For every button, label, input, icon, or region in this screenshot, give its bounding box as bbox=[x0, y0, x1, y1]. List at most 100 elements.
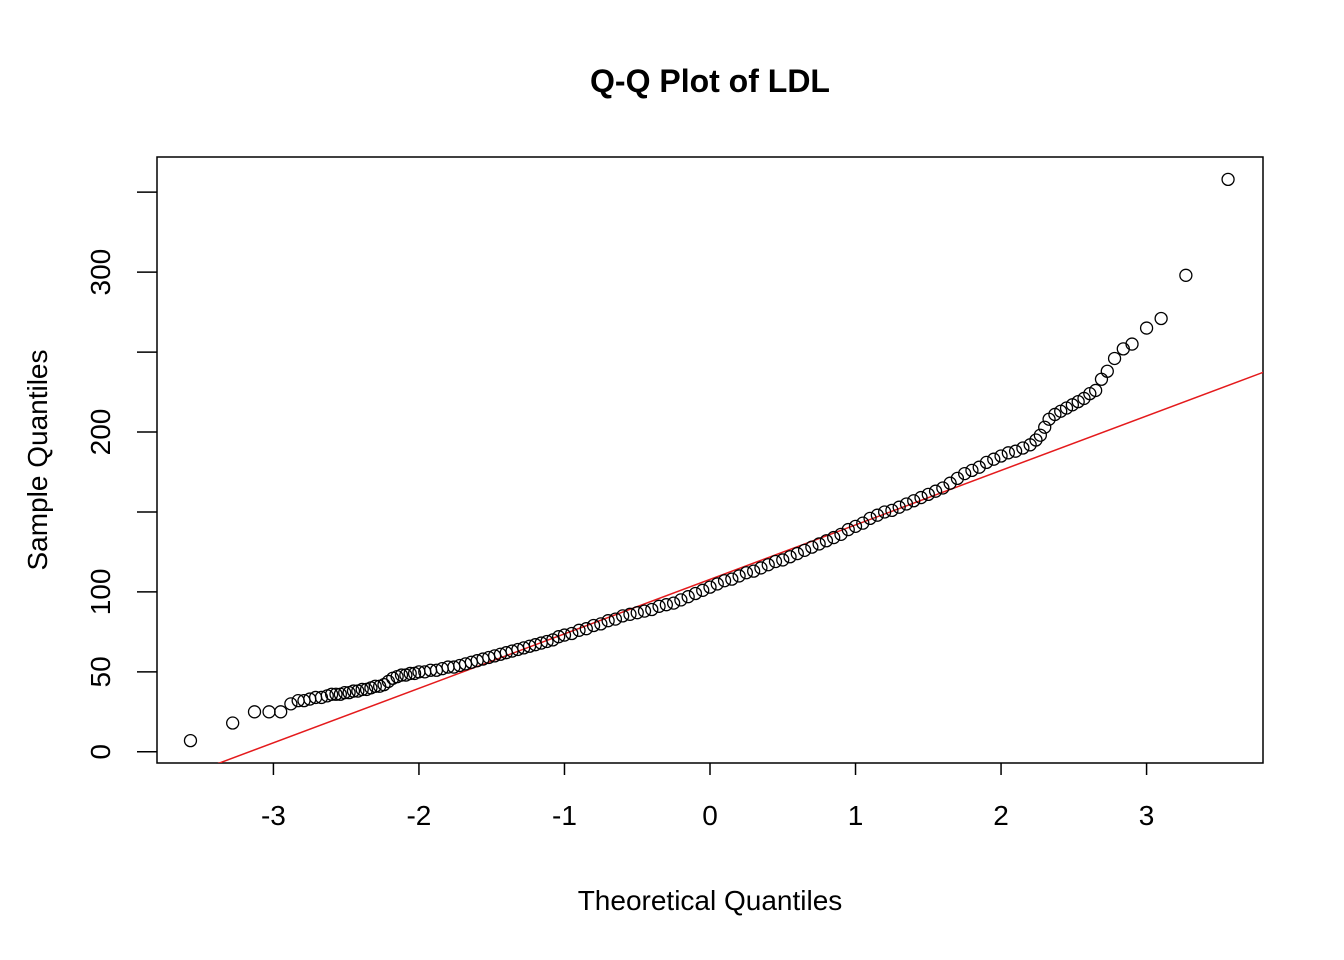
y-tick-label: 0 bbox=[85, 744, 116, 760]
data-point bbox=[943, 476, 957, 490]
data-point bbox=[284, 697, 298, 711]
x-tick-label: -2 bbox=[406, 800, 431, 831]
data-point bbox=[1016, 441, 1030, 455]
data-point bbox=[608, 612, 623, 626]
data-point bbox=[841, 522, 855, 537]
data-point bbox=[856, 516, 870, 530]
data-point bbox=[907, 494, 921, 508]
data-point bbox=[688, 586, 703, 601]
data-point bbox=[616, 609, 630, 623]
data-point bbox=[601, 614, 615, 628]
data-point bbox=[637, 604, 652, 618]
data-point bbox=[586, 618, 601, 633]
data-point bbox=[848, 519, 863, 534]
chart-title: Q-Q Plot of LDL bbox=[590, 63, 830, 99]
reference-line-group bbox=[217, 371, 1263, 763]
data-point bbox=[346, 684, 361, 698]
data-point bbox=[754, 561, 768, 575]
data-point bbox=[329, 687, 343, 701]
data-point bbox=[834, 527, 848, 542]
data-point bbox=[183, 733, 198, 748]
x-axis-label: Theoretical Quantiles bbox=[578, 885, 843, 916]
data-point bbox=[1088, 383, 1103, 398]
data-point bbox=[725, 572, 739, 586]
x-axis: -3 -2 -1 0 1 2 3 bbox=[261, 763, 1154, 831]
data-point bbox=[1107, 351, 1122, 366]
data-point bbox=[355, 682, 369, 697]
x-tick-label: 1 bbox=[848, 800, 864, 831]
y-tick-label: 50 bbox=[85, 656, 116, 687]
data-point bbox=[717, 574, 732, 588]
data-point bbox=[739, 566, 754, 580]
data-point bbox=[958, 466, 972, 481]
data-point bbox=[1179, 268, 1193, 282]
data-point bbox=[899, 497, 914, 511]
y-axis-label: Sample Quantiles bbox=[22, 349, 53, 570]
data-point bbox=[914, 490, 928, 505]
data-point bbox=[768, 554, 783, 569]
qq-reference-line bbox=[217, 371, 1263, 763]
data-point bbox=[696, 583, 710, 597]
data-point bbox=[579, 622, 593, 636]
data-point bbox=[776, 553, 790, 567]
data-point bbox=[1001, 446, 1015, 460]
data-point bbox=[805, 540, 819, 554]
data-point bbox=[557, 628, 572, 642]
data-point bbox=[928, 484, 943, 498]
data-point bbox=[226, 716, 240, 730]
data-point bbox=[936, 481, 950, 495]
x-tick-label: 3 bbox=[1139, 800, 1155, 831]
data-point bbox=[274, 705, 288, 719]
data-point bbox=[565, 626, 579, 641]
data-point bbox=[324, 687, 339, 701]
data-point bbox=[377, 678, 391, 692]
data-point bbox=[863, 511, 877, 526]
data-point bbox=[659, 598, 673, 612]
data-point bbox=[761, 558, 775, 572]
data-point bbox=[630, 606, 644, 620]
data-point bbox=[262, 705, 276, 719]
data-point bbox=[1038, 420, 1052, 434]
data-point bbox=[1139, 321, 1154, 335]
data-point bbox=[921, 487, 935, 502]
data-point bbox=[979, 455, 994, 470]
data-point bbox=[812, 537, 826, 551]
data-point bbox=[710, 577, 724, 591]
data-point bbox=[885, 503, 899, 518]
y-tick-label: 300 bbox=[85, 249, 116, 296]
data-point bbox=[645, 602, 659, 617]
data-point bbox=[1154, 311, 1168, 326]
data-point bbox=[368, 679, 382, 693]
x-tick-label: -1 bbox=[552, 800, 577, 831]
data-point bbox=[314, 690, 329, 705]
data-point bbox=[403, 666, 417, 681]
data-point bbox=[652, 599, 666, 613]
data-point bbox=[666, 596, 681, 610]
y-tick-label: 200 bbox=[85, 409, 116, 456]
data-point bbox=[623, 607, 637, 621]
data-point bbox=[394, 668, 409, 682]
x-tick-label: 2 bbox=[993, 800, 1009, 831]
data-point bbox=[827, 530, 841, 545]
data-point bbox=[1125, 337, 1139, 351]
data-point bbox=[338, 685, 352, 700]
data-point bbox=[994, 449, 1008, 463]
data-point bbox=[1029, 433, 1043, 447]
y-axis: 0 50 100 200 300 bbox=[85, 191, 157, 760]
points-group bbox=[183, 172, 1235, 748]
data-point bbox=[870, 508, 885, 522]
data-point bbox=[1094, 372, 1109, 386]
data-point bbox=[552, 630, 566, 644]
data-point bbox=[819, 534, 834, 548]
data-point bbox=[674, 593, 688, 607]
data-point bbox=[247, 705, 262, 719]
y-tick-label: 100 bbox=[85, 569, 116, 616]
data-point bbox=[1008, 444, 1023, 458]
data-point bbox=[540, 634, 554, 649]
data-point bbox=[594, 617, 608, 631]
data-point bbox=[1221, 172, 1235, 187]
data-point bbox=[747, 564, 761, 578]
data-point bbox=[1100, 364, 1114, 378]
